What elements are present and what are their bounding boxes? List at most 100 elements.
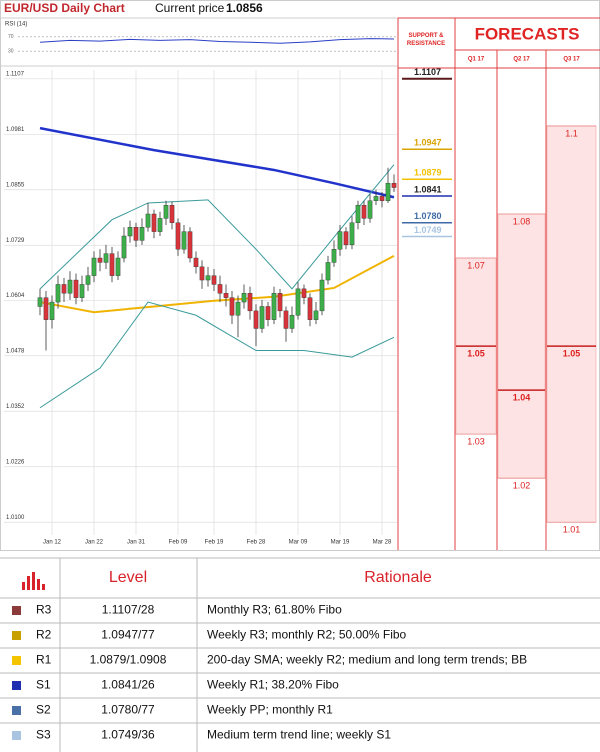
level-swatch (12, 606, 21, 615)
candle-body (337, 231, 343, 250)
candle-body (217, 284, 223, 294)
forecast-title: FORECASTS (475, 24, 580, 43)
level-value: 1.0841/26 (101, 678, 155, 692)
x-tick-label: Jan 22 (85, 540, 104, 546)
rationale: Weekly R3; monthly R2; 50.00% Fibo (207, 628, 407, 642)
x-tick-label: Jan 12 (43, 540, 62, 546)
candle-body (127, 227, 133, 237)
candle-body (235, 301, 241, 316)
candle-body (193, 257, 199, 268)
candle-body (289, 315, 295, 329)
candle-body (253, 310, 259, 329)
candle-body (307, 297, 313, 320)
level-label: 1.1107 (414, 67, 441, 77)
level-value: 1.0749/36 (101, 728, 155, 742)
x-tick-label: Jan 31 (127, 540, 146, 546)
forecast-range (497, 213, 546, 479)
candle-body (313, 310, 319, 320)
candle-body (115, 257, 121, 276)
table-header: Rationale (364, 569, 432, 586)
level-label: 1.0780 (414, 211, 442, 221)
candle-body (355, 204, 361, 223)
candle-body (295, 288, 301, 316)
y-tick-label: 1.0855 (6, 182, 25, 188)
forecast-label: 1.08 (513, 216, 531, 226)
candle-body (373, 196, 379, 201)
x-tick-label: Feb 19 (205, 540, 224, 546)
rationale: 200-day SMA; weekly R2; medium and long … (207, 653, 527, 667)
forecast-label: 1.07 (467, 260, 485, 270)
icon-bar (27, 576, 30, 590)
table-header: Level (109, 569, 147, 586)
candle-body (73, 279, 79, 298)
candle-body (283, 310, 289, 329)
table-icon (22, 572, 45, 590)
forecast-label: 1.1 (565, 128, 578, 138)
levels-title: SUPPORT & RESISTANCE (406, 33, 446, 47)
candle-body (49, 301, 55, 320)
candle-body (331, 249, 337, 263)
candle-body (103, 253, 109, 263)
price-label: Current price (155, 1, 225, 15)
level-value: 1.0780/77 (101, 703, 155, 717)
level-name: R2 (36, 628, 52, 642)
candle-body (163, 204, 169, 219)
candle-body (121, 235, 127, 259)
candle-body (37, 297, 43, 307)
candle-body (265, 306, 271, 320)
level-label: 1.0841 (414, 184, 442, 194)
indicator-line (39, 164, 395, 290)
forecast-label: 1.02 (513, 481, 531, 491)
y-tick-label: 1.0100 (6, 515, 25, 521)
icon-bar (32, 572, 35, 590)
candle-body (151, 213, 157, 232)
y-tick-label: 1.0478 (6, 348, 25, 354)
x-tick-label: Feb 09 (169, 540, 188, 546)
candle-body (61, 284, 67, 294)
candle-body (55, 284, 61, 303)
candle-body (391, 182, 397, 188)
rationale: Weekly PP; monthly R1 (207, 703, 333, 717)
icon-bar (42, 584, 45, 590)
price: 1.0856 (226, 1, 263, 15)
level-name: R3 (36, 603, 52, 617)
candle-body (211, 275, 217, 285)
rationale: Monthly R3; 61.80% Fibo (207, 603, 342, 617)
rsi-tick-label: 70 (8, 34, 14, 40)
level-swatch (12, 631, 21, 640)
level-name: S1 (36, 678, 51, 692)
rsi-title: RSI (14) (5, 22, 27, 28)
level-name: R1 (36, 653, 52, 667)
forecast-label: 1.01 (563, 525, 581, 535)
candle-body (379, 196, 385, 201)
candle-body (43, 297, 49, 320)
level-value: 1.0879/1.0908 (90, 653, 167, 667)
candle-body (79, 284, 85, 298)
candle-body (349, 222, 355, 246)
forecast-label: 1.03 (467, 437, 485, 447)
candle-body (169, 204, 175, 223)
quarter-label: Q3 17 (563, 57, 580, 63)
level-label: 1.0947 (414, 138, 442, 148)
quarter-label: Q1 17 (468, 57, 485, 63)
x-tick-label: Mar 28 (373, 540, 392, 546)
indicator-line (39, 301, 395, 409)
rsi-tick-label: 30 (8, 49, 14, 55)
x-tick-label: Mar 19 (331, 540, 350, 546)
quarter-label: Q2 17 (513, 57, 530, 63)
forecast-label: 1.05 (563, 348, 581, 358)
candle-body (385, 182, 391, 201)
candle-body (181, 231, 187, 250)
x-tick-label: Feb 28 (247, 540, 266, 546)
candle-body (247, 293, 253, 312)
candle-body (91, 257, 97, 276)
candle-body (361, 204, 367, 219)
y-tick-label: 1.0981 (6, 127, 25, 133)
candle-body (205, 275, 211, 281)
candle-body (145, 213, 151, 228)
candle-body (109, 253, 115, 276)
level-label: 1.0749 (414, 225, 442, 235)
candle-body (301, 288, 307, 298)
